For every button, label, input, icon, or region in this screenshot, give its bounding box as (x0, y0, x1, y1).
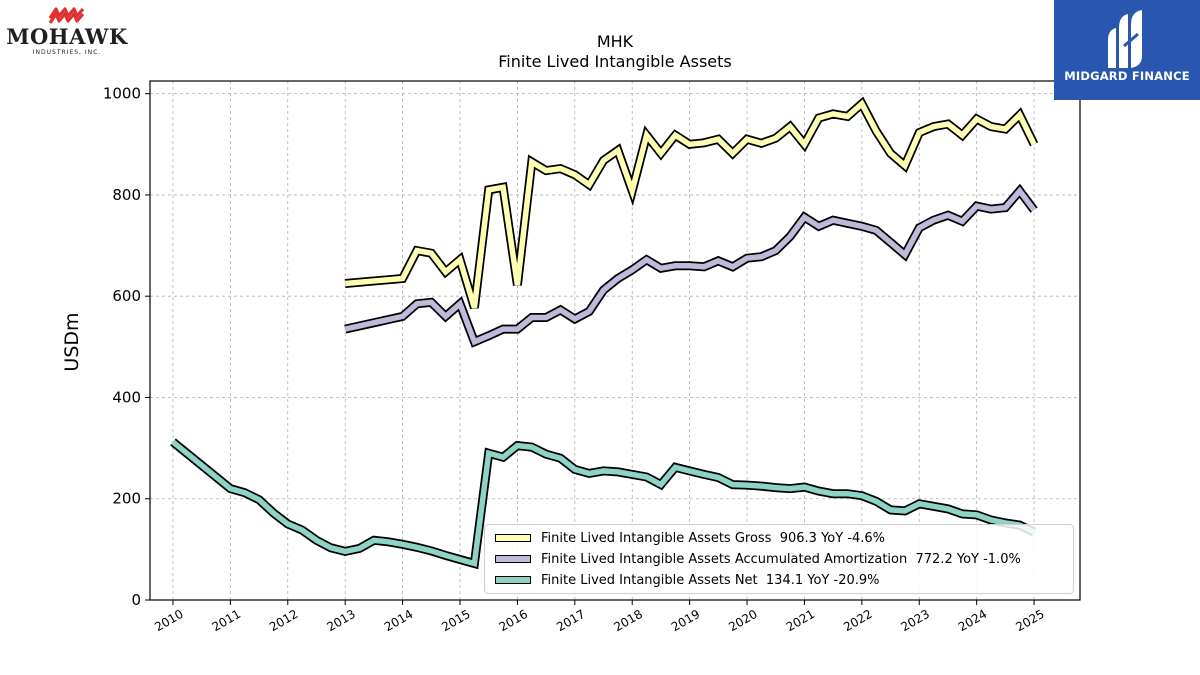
x-tick-label: 2010 (152, 607, 185, 634)
y-tick-label: 200 (112, 490, 141, 508)
x-tick-label: 2016 (497, 607, 530, 634)
x-tick-label: 2019 (669, 607, 702, 634)
legend-item-net: Finite Lived Intangible Assets Net 134.1… (485, 570, 880, 590)
series-line-accumulated-amortization (344, 183, 1038, 348)
x-tick-label: 2013 (324, 607, 357, 634)
series-line-gross (344, 96, 1039, 310)
x-tick-label: 2012 (267, 607, 300, 634)
y-tick-label: 600 (112, 287, 141, 305)
x-tick-label: 2025 (1013, 607, 1046, 634)
chart-legend: Finite Lived Intangible Assets Gross 906… (484, 524, 1074, 594)
plot-frame (149, 80, 1081, 601)
series-lines (170, 96, 1039, 570)
x-tick-label: 2022 (841, 607, 874, 634)
midgard-finance-logo: MIDGARD FINANCE (1054, 0, 1200, 100)
mohawk-subtext: INDUSTRIES, INC. (32, 49, 102, 56)
x-tick-label: 2021 (784, 607, 817, 634)
x-tick-label: 2017 (554, 607, 587, 634)
mohawk-logo: MOHAWK INDUSTRIES, INC. (4, 4, 130, 60)
midgard-wordmark: MIDGARD FINANCE (1064, 69, 1190, 83)
y-tick-label: 400 (112, 388, 141, 406)
legend-item-gross: Finite Lived Intangible Assets Gross 906… (485, 528, 885, 548)
legend-swatch-gross (495, 534, 531, 542)
y-axis-label: USDm (61, 312, 83, 371)
legend-label-accumulated-amortization: Finite Lived Intangible Assets Accumulat… (541, 551, 1021, 567)
x-tick-label: 2023 (899, 607, 932, 634)
series-line-gross-outline (344, 96, 1039, 310)
y-tick-label: 800 (112, 186, 141, 204)
x-tick-label: 2024 (956, 607, 989, 634)
chart-subtitle: Finite Lived Intangible Assets (498, 52, 731, 71)
grid (150, 81, 1080, 601)
series-line-accumulated-amortization-fill (344, 186, 1037, 346)
x-tick-label: 2011 (210, 607, 243, 634)
x-tick-label: 2014 (382, 607, 415, 634)
series-line-gross-fill (344, 99, 1037, 309)
legend-label-gross: Finite Lived Intangible Assets Gross 906… (541, 530, 886, 546)
midgard-mark-icon (1108, 10, 1142, 68)
mohawk-wordmark: MOHAWK (6, 24, 128, 49)
series-line-net (170, 438, 1037, 570)
x-tick-label: 2015 (439, 607, 472, 634)
mohawk-mark-icon (48, 7, 85, 24)
y-tick-label: 0 (131, 591, 141, 609)
x-tick-label: 2020 (726, 607, 759, 634)
chart-title: MHK (597, 32, 634, 51)
legend-swatch-accumulated-amortization (495, 555, 531, 563)
x-tick-label: 2018 (611, 607, 644, 634)
legend-label-net: Finite Lived Intangible Assets Net 134.1… (541, 572, 880, 588)
legend-item-accumulated-amortization: Finite Lived Intangible Assets Accumulat… (485, 549, 1021, 569)
series-line-net-fill (171, 439, 1036, 567)
y-tick-label: 1000 (103, 85, 141, 103)
legend-swatch-net (495, 576, 531, 584)
